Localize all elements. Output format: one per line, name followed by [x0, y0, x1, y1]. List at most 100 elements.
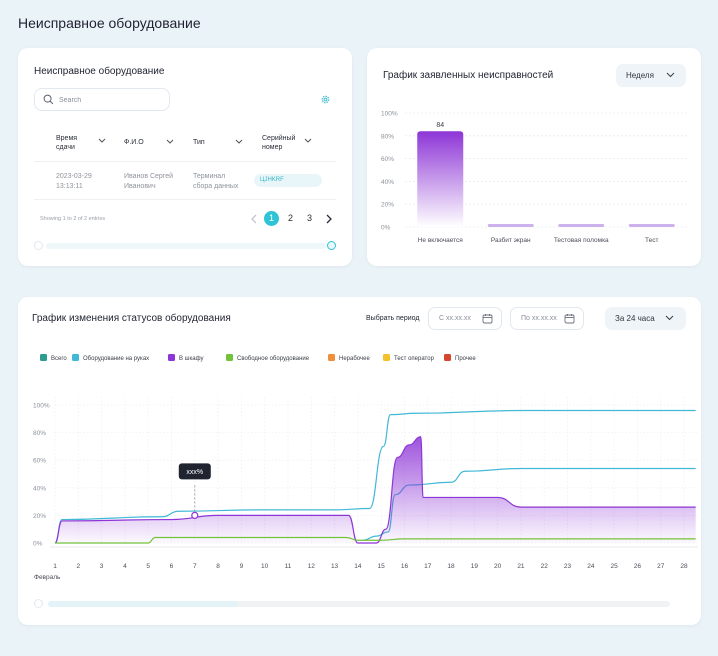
x-tick-label: 17: [424, 563, 432, 570]
x-tick-label: 19: [471, 563, 479, 570]
page-button-1[interactable]: 1: [264, 211, 279, 226]
cell-text: Иванов Сергей: [124, 173, 174, 180]
column-header-serial[interactable]: Серийный номер: [262, 134, 312, 152]
page-button-2[interactable]: 2: [287, 213, 293, 223]
chevron-right-icon[interactable]: [325, 214, 333, 224]
column-header-name[interactable]: Ф.И.О: [124, 138, 174, 147]
legend-item[interactable]: Прочее: [444, 354, 476, 363]
tooltip-point: [191, 511, 199, 519]
x-tick-label: 23: [564, 563, 572, 570]
x-tick-label: 13: [331, 563, 339, 570]
x-tick-label: 27: [657, 563, 665, 570]
x-tick-label: 7: [193, 563, 197, 570]
y-tick-label: 80%: [381, 133, 394, 140]
chevron-left-icon[interactable]: [250, 214, 258, 224]
x-tick-label: 24: [587, 563, 595, 570]
legend-label: Прочее: [455, 356, 476, 362]
legend-swatch: [72, 354, 79, 361]
legend-item[interactable]: Тест оператор: [383, 354, 434, 363]
chevron-down-icon: [98, 138, 106, 143]
search-icon: [43, 94, 54, 105]
card-title: Неисправное оборудование: [34, 66, 165, 77]
x-tick-label: 4: [123, 563, 127, 570]
y-tick-label: 80%: [33, 430, 46, 437]
x-tick-label: Не включается: [418, 237, 464, 244]
series-line: [54, 536, 696, 544]
card-title: График заявленных неисправностей: [383, 70, 554, 81]
x-tick-label: 2: [76, 563, 80, 570]
series-line: [54, 436, 696, 544]
scrollbar-thumb[interactable]: [48, 601, 238, 607]
x-tick-label: 25: [611, 563, 619, 570]
cell-text: сбора данных: [193, 183, 239, 190]
chevron-down-icon: [235, 139, 243, 144]
header-label: Время: [56, 135, 78, 142]
table-cell-time: 2023-03-29 13:13:11: [56, 172, 92, 192]
x-tick-label: 16: [401, 563, 409, 570]
tooltip-box: [178, 463, 211, 480]
page-button-3[interactable]: 3: [306, 213, 312, 223]
legend-item[interactable]: В шкафу: [168, 354, 203, 363]
x-tick-label: 11: [285, 563, 292, 570]
search-box: [34, 88, 170, 111]
series-area: [55, 436, 696, 543]
cell-text: 13:13:11: [56, 183, 83, 190]
y-tick-label: 0%: [33, 541, 43, 548]
legend-item[interactable]: Оборудование на руках: [72, 354, 149, 363]
date-to-input[interactable]: По хх.хх.хх: [510, 307, 584, 330]
date-from-input[interactable]: С хх.хх.хх: [428, 307, 502, 330]
legend-label: Свободное оборудование: [237, 356, 310, 362]
x-tick-label: 1: [53, 563, 57, 570]
y-tick-label: 60%: [381, 156, 394, 163]
x-tick-label: 26: [634, 563, 642, 570]
search-input[interactable]: [59, 93, 159, 107]
legend-label: В шкафу: [179, 356, 204, 362]
column-header-time[interactable]: Время сдачи: [56, 134, 106, 152]
header-label: Ф.И.О: [124, 139, 144, 146]
legend-label: Всего: [51, 356, 67, 362]
x-tick-label: Разбит экран: [491, 236, 531, 244]
faults-chart-card: График заявленных неисправностей Неделя …: [367, 48, 701, 266]
legend-item[interactable]: Свободное оборудование: [226, 354, 309, 363]
period-select[interactable]: Неделя: [616, 64, 686, 87]
x-tick-label: 9: [240, 563, 244, 570]
period-label: Выбрать период: [366, 315, 420, 322]
x-tick-label: 14: [354, 563, 362, 570]
table-cell-type: Терминал сбора данных: [193, 172, 238, 192]
x-tick-label: 22: [541, 563, 549, 570]
scroll-left-button[interactable]: [34, 599, 43, 608]
legend-item[interactable]: Всего: [40, 354, 67, 363]
serial-badge[interactable]: ЦJHKRF: [254, 174, 322, 187]
header-label: сдачи: [56, 144, 75, 151]
faulty-equipment-card: Неисправное оборудование Время сдачи Ф.И…: [18, 48, 352, 266]
cell-text: 2023-03-29: [56, 173, 92, 180]
range-select[interactable]: За 24 часа: [605, 307, 686, 330]
gear-icon[interactable]: [320, 94, 331, 105]
tooltip-text: ххх%: [186, 469, 203, 476]
series-line: [54, 409, 696, 544]
legend-swatch: [444, 354, 451, 361]
status-line-chart: 0%20%40%60%80%100%1 2 3 4 5 6 7 8 9 10 11 12 13 14 15 1…: [33, 397, 698, 581]
chevron-down-icon: [665, 315, 674, 321]
table-divider: [34, 199, 336, 200]
table-divider: [34, 161, 336, 162]
x-tick-label: 5: [146, 563, 150, 570]
column-header-type[interactable]: Тип: [193, 138, 243, 147]
bar: [417, 131, 464, 227]
bar: [628, 224, 675, 227]
horizontal-scrollbar[interactable]: [48, 601, 670, 607]
chevron-down-icon: [666, 72, 675, 78]
scroll-left-button[interactable]: [34, 241, 43, 250]
legend-swatch: [168, 354, 175, 361]
faults-bar-chart: 0% 20% 40% 60% 80% 100% 84 Не включается Разбит …: [381, 111, 687, 244]
legend-label: Тест оператор: [394, 356, 434, 362]
period-select-value: Неделя: [626, 71, 654, 80]
horizontal-scrollbar[interactable]: [46, 243, 326, 249]
scroll-right-button[interactable]: [327, 241, 336, 250]
x-tick-label: 15: [378, 563, 386, 570]
status-chart-card: График изменения статусов оборудования В…: [18, 297, 701, 625]
table-cell-name: Иванов Сергей Иванович: [124, 172, 173, 192]
x-tick-label: Тестовая поломка: [554, 237, 609, 244]
month-label: Февраль: [34, 574, 61, 581]
legend-item[interactable]: Нерабочее: [328, 354, 370, 363]
